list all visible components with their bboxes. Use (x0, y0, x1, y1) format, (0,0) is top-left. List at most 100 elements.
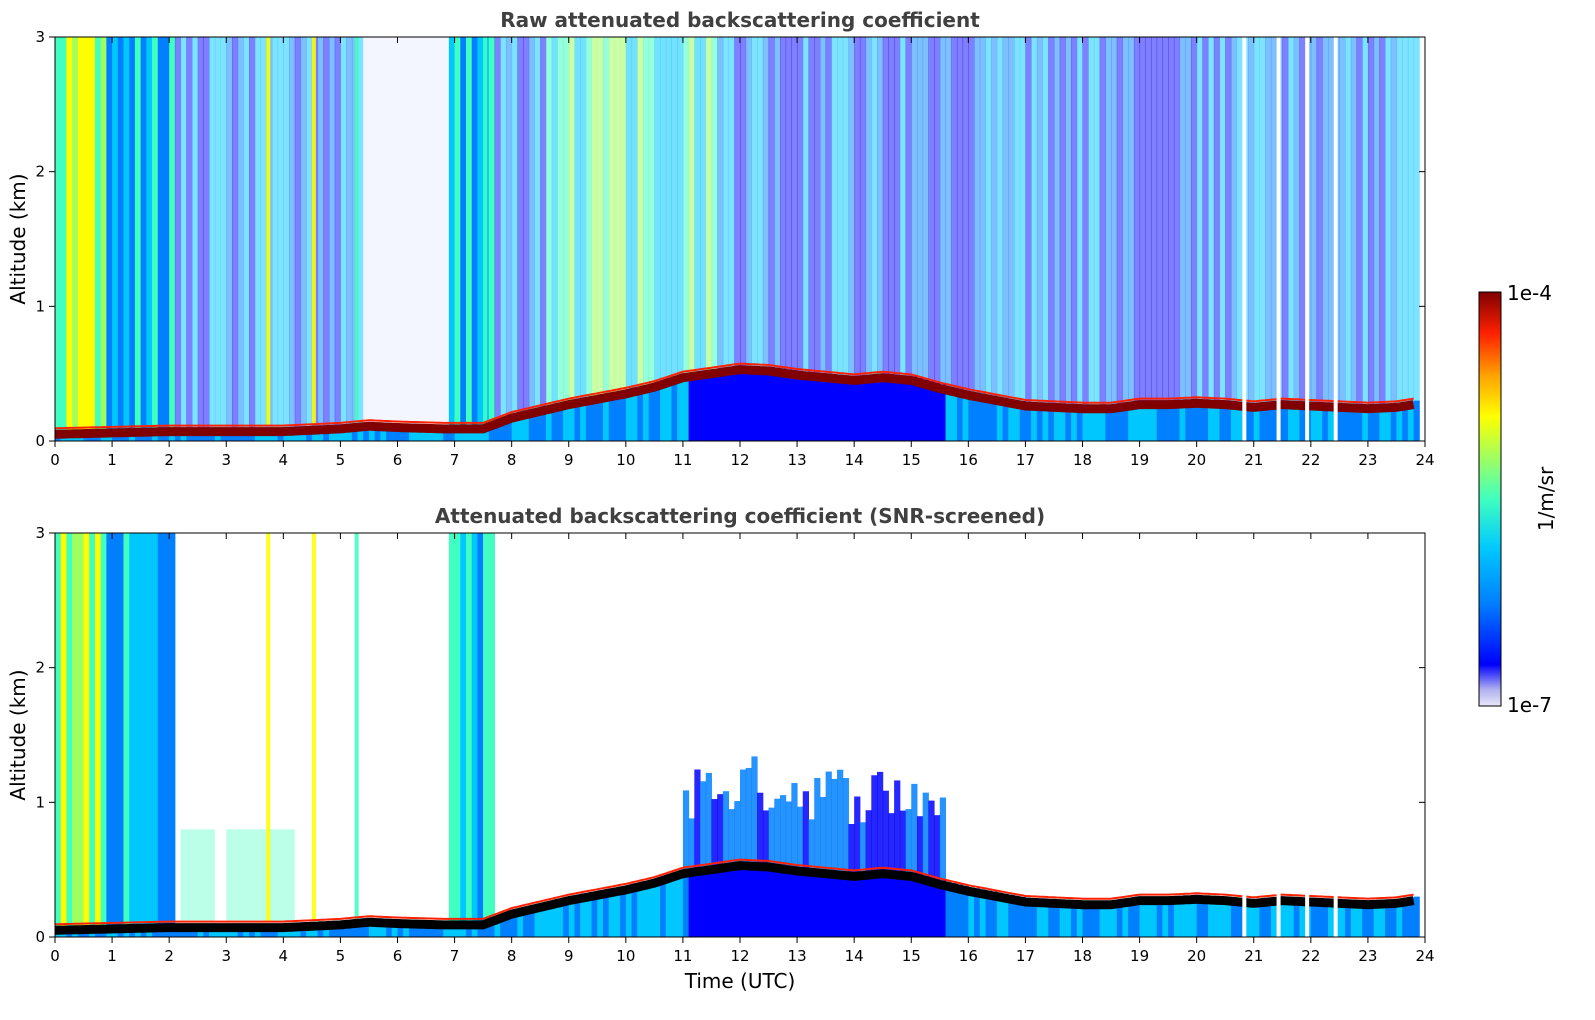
boundary-layer-cell (1196, 895, 1203, 937)
data-gap (1276, 37, 1281, 441)
background-cell (734, 37, 741, 367)
signal-streak (266, 37, 271, 425)
boundary-layer-cell (1282, 400, 1289, 441)
boundary-layer-cell (916, 873, 924, 937)
x-tick-label: 8 (507, 947, 517, 965)
boundary-layer-cell (1059, 899, 1066, 937)
boundary-layer-cell (1248, 898, 1255, 937)
background-cell (163, 37, 170, 428)
boundary-layer-cell (654, 383, 661, 441)
background-cell (939, 37, 946, 385)
panel-title: Raw attenuated backscattering coefficien… (500, 8, 980, 32)
background-cell (294, 37, 301, 427)
boundary-layer-cell (1259, 898, 1266, 937)
boundary-layer-cell (523, 907, 530, 937)
x-tick-label: 1 (107, 451, 117, 469)
boundary-layer-cell (528, 410, 535, 441)
boundary-layer-cell (1065, 899, 1072, 937)
background-cell (1122, 37, 1129, 404)
boundary-layer-cell (1036, 898, 1044, 937)
heatmap-area (53, 37, 1420, 441)
boundary-layer-cell (802, 867, 809, 937)
boundary-layer-cell (751, 862, 758, 937)
background-cell (528, 37, 535, 411)
boundary-layer-cell (1099, 900, 1106, 937)
boundary-layer-cell (968, 887, 975, 937)
boundary-layer-cell (791, 370, 798, 441)
boundary-layer-cell (899, 375, 907, 441)
boundary-layer-cell (1190, 399, 1198, 441)
boundary-layer-cell (591, 892, 598, 937)
boundary-layer-cell (1327, 898, 1335, 937)
boundary-layer-cell (1082, 900, 1089, 937)
background-cell (740, 37, 747, 366)
boundary-layer-cell (757, 862, 764, 937)
background-cell (243, 37, 250, 428)
boundary-layer-cell (540, 903, 547, 937)
boundary-layer-cell (882, 869, 889, 937)
boundary-layer-cell (1116, 899, 1123, 937)
background-cell (1036, 37, 1044, 403)
convective-return (877, 771, 884, 871)
background-cell (55, 533, 62, 927)
boundary-layer-cell (1413, 400, 1420, 441)
boundary-layer-cell (568, 896, 575, 937)
boundary-layer-cell (996, 396, 1004, 441)
x-tick-label: 8 (507, 451, 517, 469)
boundary-layer-cell (928, 381, 935, 441)
convective-return (705, 772, 712, 867)
background-cell (192, 37, 199, 428)
background-cell (306, 37, 313, 427)
background-cell (477, 533, 484, 921)
boundary-layer-cell (859, 375, 867, 441)
boundary-layer-cell (1270, 897, 1278, 937)
boundary-layer-cell (557, 403, 564, 441)
boundary-layer-cell (1208, 399, 1215, 441)
boundary-layer-cell (1025, 897, 1032, 937)
background-cell (1042, 37, 1049, 403)
boundary-layer-cell (882, 373, 889, 441)
convective-return (762, 810, 770, 863)
boundary-layer-cell (1128, 402, 1135, 441)
background-cell (466, 533, 473, 921)
boundary-layer-cell (1156, 896, 1163, 937)
boundary-layer-cell (671, 377, 678, 441)
boundary-layer-cell (899, 871, 907, 937)
y-tick-label: 2 (35, 659, 45, 677)
boundary-layer-cell (791, 866, 798, 937)
background-cell (808, 37, 815, 373)
boundary-layer-cell (968, 391, 975, 441)
background-cell (260, 37, 267, 428)
boundary-layer-cell (1385, 403, 1392, 441)
boundary-layer-cell (363, 422, 370, 441)
convective-return (825, 771, 832, 870)
background-cell (951, 37, 958, 388)
convective-return (894, 780, 901, 871)
boundary-layer-cell (1379, 900, 1386, 937)
background-cell (83, 533, 90, 926)
x-tick-label: 6 (393, 947, 403, 965)
boundary-layer-cell (688, 868, 695, 937)
convective-return (688, 818, 695, 869)
background-cell (157, 37, 164, 428)
background-cell (1025, 37, 1032, 402)
x-tick-label: 16 (959, 947, 978, 965)
boundary-layer-cell (1282, 896, 1289, 937)
boundary-layer-cell (374, 918, 381, 937)
colorbar-max-label: 1e-4 (1507, 281, 1552, 305)
boundary-layer-cell (825, 869, 832, 937)
colorbar: 1e-4 1e-7 1/m/sr (1478, 281, 1558, 717)
boundary-layer-cell (1265, 898, 1272, 937)
background-cell (89, 533, 96, 926)
background-cell (129, 37, 136, 429)
background-cell (1128, 37, 1135, 403)
boundary-layer-cell (962, 885, 969, 937)
background-cell (1133, 37, 1141, 402)
background-cell (1379, 37, 1386, 405)
background-cell (368, 37, 376, 423)
boundary-layer-cell (1190, 895, 1198, 937)
boundary-layer-cell (517, 412, 524, 441)
background-cell (962, 37, 969, 390)
boundary-layer-cell (660, 381, 667, 441)
x-tick-label: 21 (1244, 451, 1263, 469)
